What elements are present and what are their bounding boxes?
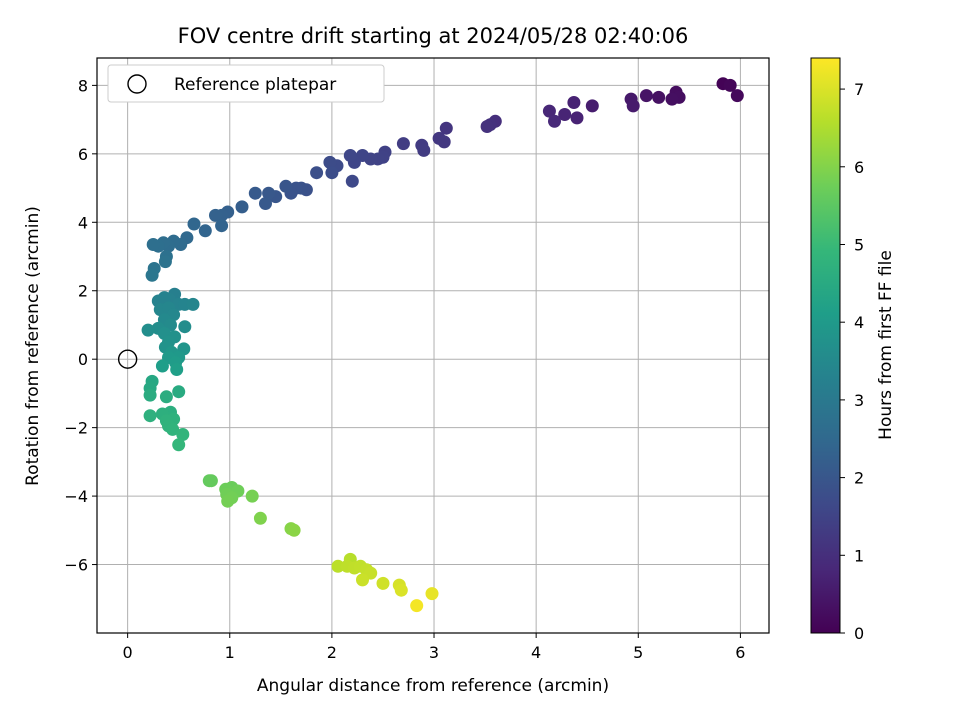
data-point (345, 174, 359, 188)
data-point (331, 559, 345, 573)
data-point (723, 78, 737, 92)
data-point (394, 583, 408, 597)
y-tick-label: 4 (78, 213, 88, 232)
y-tick-label: 2 (78, 282, 88, 301)
colorbar-tick-label: 4 (854, 313, 864, 332)
x-tick-label: 3 (429, 643, 439, 662)
data-point (652, 90, 666, 104)
data-point (187, 217, 201, 231)
data-point (437, 135, 451, 149)
plot-frame (96, 57, 770, 634)
data-point (417, 143, 431, 157)
data-point (480, 120, 494, 133)
data-point (325, 166, 339, 180)
data-point (145, 268, 159, 282)
data-point (159, 390, 173, 404)
data-point (172, 385, 186, 399)
colorbar-tick-label: 5 (854, 235, 864, 254)
plot-area (97, 58, 769, 633)
y-tick-label: 6 (78, 145, 88, 164)
data-point (548, 114, 561, 128)
data-point (376, 576, 390, 590)
y-tick-label: 8 (78, 76, 88, 95)
data-point (248, 186, 262, 200)
data-point (146, 238, 160, 251)
data-point (310, 166, 324, 180)
data-point (542, 104, 556, 118)
data-point (143, 409, 157, 423)
data-point (178, 320, 192, 334)
x-tick-label: 2 (327, 643, 337, 662)
x-axis-label: Angular distance from reference (arcmin) (257, 676, 609, 696)
axis-ticks: 0 1 2 3 4 5 6 −6 −4 −2 0 2 4 6 8 (64, 76, 745, 662)
y-axis-label: Rotation from reference (arcmin) (23, 206, 43, 486)
legend-marker-icon (127, 74, 147, 94)
data-point (323, 155, 337, 169)
data-points (141, 77, 744, 613)
data-point (558, 108, 572, 121)
data-point (158, 255, 172, 269)
data-point (425, 587, 439, 601)
colorbar-tick-label: 6 (854, 158, 864, 177)
data-point (410, 599, 424, 613)
colorbar-ticks: 0 1 2 3 4 5 6 7 (840, 80, 864, 643)
colorbar (811, 58, 840, 633)
colorbar-tick-label: 3 (854, 391, 864, 410)
colorbar-tick-label: 0 (854, 624, 864, 643)
y-tick-label: −2 (64, 419, 88, 438)
data-point (172, 438, 186, 452)
colorbar-tick-label: 7 (854, 80, 864, 99)
colorbar-tick-label: 2 (854, 469, 864, 488)
data-point (235, 200, 249, 214)
x-tick-label: 0 (123, 643, 133, 662)
x-tick-label: 1 (225, 643, 235, 662)
colorbar-tick-label: 1 (854, 546, 864, 565)
colorbar-frame (810, 57, 841, 634)
data-point (176, 428, 190, 441)
data-point (166, 422, 180, 436)
data-point (287, 523, 301, 537)
data-point (204, 474, 218, 488)
legend-label: Reference platepar (174, 75, 336, 95)
data-point (626, 99, 640, 113)
data-point (665, 92, 679, 106)
colorbar-label: Hours from first FF file (876, 250, 896, 440)
data-point (155, 359, 169, 373)
data-point (585, 99, 599, 113)
data-point (439, 121, 453, 135)
data-point (253, 511, 267, 525)
grid (97, 58, 769, 633)
data-point (567, 96, 581, 109)
data-point (570, 111, 584, 125)
data-point (143, 388, 157, 402)
data-point (215, 219, 229, 233)
data-point (209, 208, 222, 222)
data-point (245, 489, 259, 503)
x-tick-label: 6 (735, 643, 745, 662)
data-point (279, 179, 293, 193)
x-tick-label: 4 (531, 643, 541, 662)
data-point (356, 573, 369, 587)
data-point (639, 89, 653, 103)
data-point (170, 363, 184, 376)
y-tick-label: −4 (64, 487, 88, 506)
chart-title: FOV centre drift starting at 2024/05/28 … (178, 24, 689, 48)
data-point (141, 323, 155, 337)
data-point (259, 197, 272, 210)
data-point (262, 186, 276, 200)
data-point (730, 89, 744, 103)
data-point (221, 494, 235, 508)
data-point (343, 149, 357, 162)
legend: Reference platepar (107, 64, 385, 103)
legend-box (107, 64, 385, 103)
reference-marker (117, 349, 138, 369)
y-tick-label: 0 (78, 350, 88, 369)
data-point (186, 297, 200, 311)
y-tick-label: −6 (64, 556, 88, 575)
x-tick-label: 5 (633, 643, 643, 662)
data-point (198, 224, 212, 238)
data-point (396, 137, 410, 151)
